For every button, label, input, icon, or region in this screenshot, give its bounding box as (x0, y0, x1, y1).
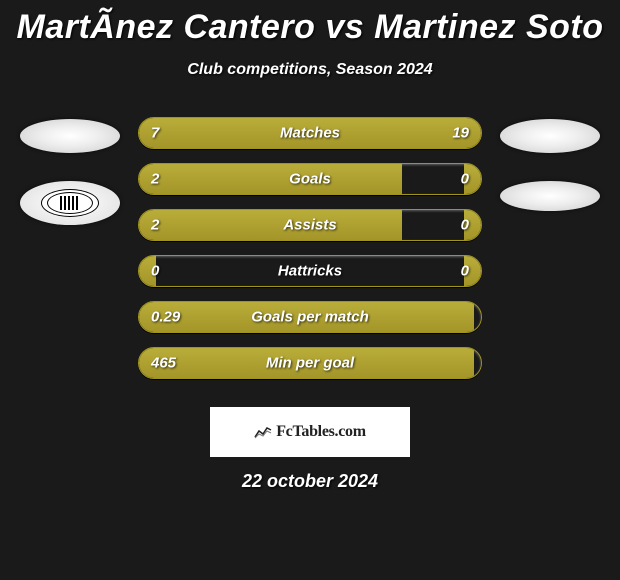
stripes-icon (60, 196, 80, 210)
stat-bar: 2 0 Assists (138, 209, 482, 241)
subtitle: Club competitions, Season 2024 (0, 61, 620, 79)
stat-label: Assists (283, 217, 336, 234)
stat-bar: 7 19 Matches (138, 117, 482, 149)
page-title: MartÃ­nez Cantero vs Martinez Soto (0, 8, 620, 47)
stat-value-right: 0 (461, 171, 469, 188)
stat-value-right: 0 (461, 217, 469, 234)
watermark: FcTables.com (210, 407, 410, 457)
bar-fill-left (139, 210, 402, 240)
stat-value-left: 2 (151, 217, 159, 234)
stat-value-left: 7 (151, 125, 159, 142)
stat-label: Hattricks (278, 263, 342, 280)
watermark-text: FcTables.com (276, 423, 366, 441)
stat-bar: 2 0 Goals (138, 163, 482, 195)
club-left-icon (20, 181, 120, 225)
date-text: 22 october 2024 (0, 471, 620, 492)
stat-bar: 0.29 Goals per match (138, 301, 482, 333)
stat-value-left: 0.29 (151, 309, 180, 326)
stat-value-left: 2 (151, 171, 159, 188)
stat-bar: 0 0 Hattricks (138, 255, 482, 287)
stat-value-right: 0 (461, 263, 469, 280)
stat-value-left: 465 (151, 355, 176, 372)
left-column (20, 117, 120, 225)
player-right-icon (500, 119, 600, 153)
club-badge-icon (41, 189, 99, 217)
bar-fill-left (139, 164, 402, 194)
stats-area: 7 19 Matches 2 0 Goals 2 0 Assists 0 0 Hattricks 0.2… (0, 117, 620, 379)
stat-label: Min per goal (266, 355, 354, 372)
stat-label: Goals (289, 171, 331, 188)
stat-value-left: 0 (151, 263, 159, 280)
club-right-icon (500, 181, 600, 211)
right-column (500, 117, 600, 211)
stat-label: Goals per match (251, 309, 369, 326)
player-left-icon (20, 119, 120, 153)
stat-bar: 465 Min per goal (138, 347, 482, 379)
chart-icon (254, 425, 272, 439)
bar-fill-right (228, 118, 481, 148)
stat-bars: 7 19 Matches 2 0 Goals 2 0 Assists 0 0 Hattricks 0.2… (138, 117, 482, 379)
stat-label: Matches (280, 125, 340, 142)
stat-value-right: 19 (452, 125, 469, 142)
